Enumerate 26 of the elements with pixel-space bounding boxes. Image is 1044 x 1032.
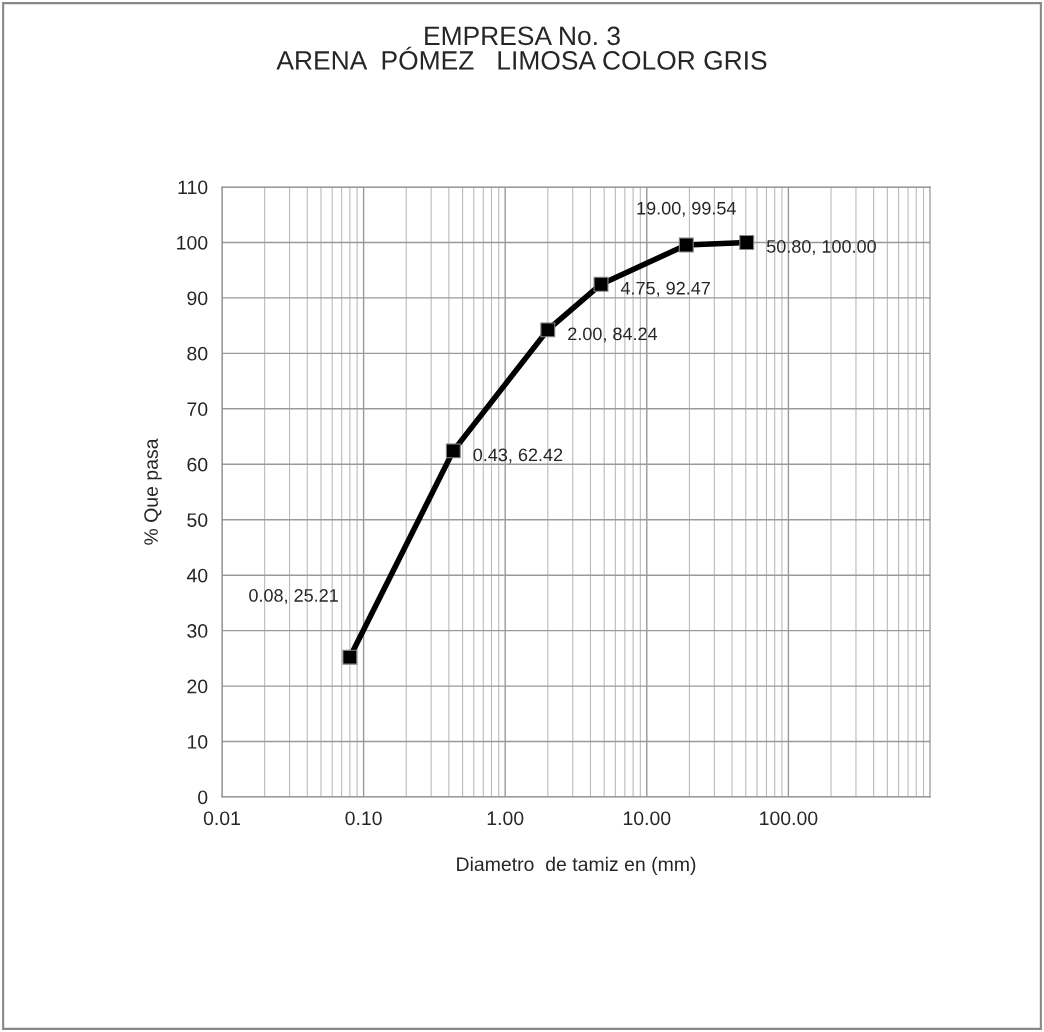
y-tick-label: 0 — [198, 790, 208, 805]
y-axis-title: % Que pasa — [144, 438, 162, 545]
x-tick-label: 10.00 — [623, 811, 671, 826]
text: 0.08, 25.21 — [249, 589, 338, 604]
y-tick-label: 20 — [187, 679, 208, 694]
y-tick-label: 100 — [177, 235, 208, 250]
y-tick-label: 10 — [187, 735, 208, 749]
x-tick-label: 1.00 — [487, 811, 524, 826]
y-tick-label: 60 — [187, 457, 208, 472]
y-tick-label: 40 — [186, 568, 208, 583]
y-tick-label: 90 — [187, 291, 208, 306]
text: 4.75, 92.47 — [620, 281, 710, 297]
x-tick-label: 0.10 — [345, 811, 382, 826]
y-tick-label: 70 — [187, 402, 208, 417]
x-tick-label: 0.01 — [203, 811, 240, 826]
chart-title: EMPRESA No. 3 ARENA PÓMEZ LIMOSA COLOR GRIS — [276, 26, 767, 70]
y-tick-label: 80 — [187, 346, 208, 361]
y-tick-label: 110 — [178, 180, 208, 195]
text: 19.00, 99.54 — [637, 201, 736, 217]
text: 2.00, 84.24 — [568, 327, 658, 343]
x-tick-label: 100.00 — [760, 811, 818, 826]
y-tick-label: 30 — [187, 624, 208, 638]
text: 0.43, 62.42 — [473, 448, 563, 464]
y-tick-label: 50 — [187, 513, 208, 527]
text: 50.80, 100.00 — [766, 240, 876, 255]
x-axis-title: Diametro de tamiz en (mm) — [457, 856, 696, 875]
